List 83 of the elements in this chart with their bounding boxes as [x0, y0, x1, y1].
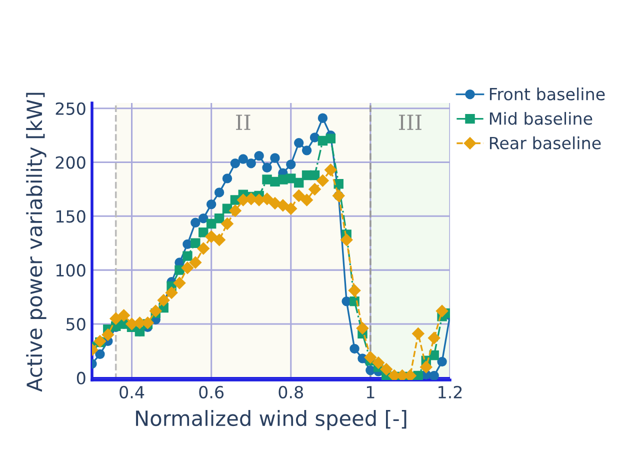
legend-label: Front baseline	[490, 88, 605, 100]
point	[428, 332, 440, 344]
point	[276, 199, 290, 212]
point	[238, 154, 248, 164]
point	[222, 174, 232, 184]
point	[420, 360, 432, 374]
point	[292, 190, 305, 202]
band-label: III	[399, 114, 422, 130]
point	[237, 194, 250, 206]
point	[254, 150, 264, 161]
point	[262, 174, 272, 184]
point	[268, 197, 282, 210]
point	[429, 370, 439, 380]
point	[205, 230, 218, 243]
point	[284, 202, 297, 215]
x-tick-label: 1.2	[438, 386, 462, 398]
point	[270, 153, 280, 163]
point	[102, 328, 114, 341]
point	[158, 294, 170, 306]
point	[356, 322, 369, 334]
point	[197, 242, 210, 255]
point	[300, 194, 313, 206]
point	[310, 170, 320, 180]
point	[348, 284, 361, 297]
point	[189, 256, 202, 269]
legend-label: Rear baseline	[490, 136, 601, 150]
point	[350, 344, 360, 354]
point	[246, 158, 256, 168]
point	[308, 183, 321, 196]
x-tick-label: 0.4	[120, 386, 144, 398]
point	[213, 234, 226, 246]
point	[206, 199, 216, 210]
point	[286, 160, 296, 170]
y-tick-label: 200	[56, 156, 86, 169]
y-tick-label: 150	[56, 210, 86, 223]
point	[214, 188, 224, 198]
point	[372, 356, 384, 369]
point	[190, 218, 200, 228]
point	[302, 146, 312, 156]
point	[165, 286, 178, 299]
point	[174, 265, 184, 275]
y-tick-label: 0	[76, 372, 86, 384]
point	[206, 218, 216, 229]
point	[412, 328, 424, 340]
point	[364, 351, 377, 364]
point	[326, 134, 336, 144]
point	[173, 276, 186, 290]
point	[198, 227, 208, 238]
point	[95, 349, 105, 359]
point	[214, 213, 224, 224]
y-tick-label: 100	[56, 264, 86, 277]
point	[286, 174, 296, 184]
point	[262, 162, 272, 173]
legend-label: Mid baseline	[490, 112, 592, 125]
point	[118, 309, 130, 322]
y-axis-title: Active power variability [kW]	[26, 92, 46, 392]
point	[316, 174, 329, 187]
point	[318, 113, 328, 123]
point	[294, 178, 304, 188]
y-tick-label: 250	[56, 102, 86, 115]
y-tick-label: 50	[66, 318, 86, 331]
point	[229, 204, 242, 217]
point	[294, 138, 304, 148]
band-label: II	[236, 114, 250, 130]
point	[221, 218, 234, 230]
point	[340, 234, 353, 246]
point	[380, 363, 392, 376]
point	[181, 262, 194, 274]
point	[310, 132, 320, 142]
point	[429, 350, 439, 360]
point	[150, 304, 162, 318]
point	[182, 251, 192, 261]
x-tick-label: 0.6	[199, 386, 224, 398]
point	[110, 312, 122, 325]
x-axis-title: Normalized wind speed [-]	[136, 410, 406, 430]
point	[190, 238, 200, 248]
point	[324, 164, 337, 176]
point	[436, 304, 448, 318]
point	[198, 213, 208, 224]
point	[230, 158, 240, 168]
point	[437, 356, 447, 367]
x-tick-label: 1	[366, 386, 374, 398]
x-tick-label: 0.8	[278, 386, 303, 398]
